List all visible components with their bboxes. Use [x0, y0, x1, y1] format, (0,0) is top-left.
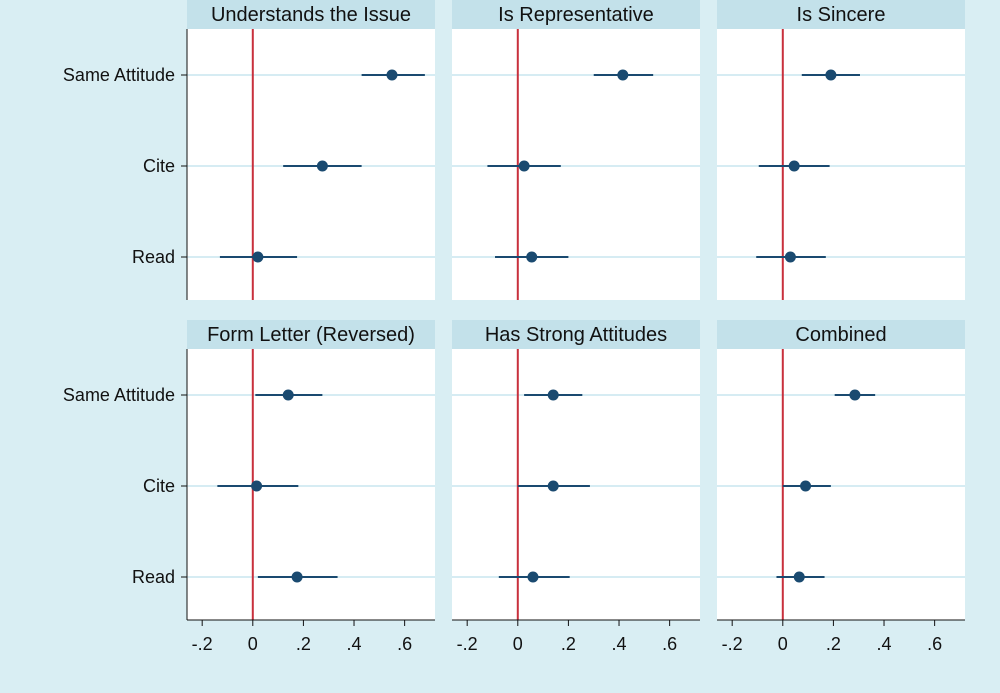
panel-title: Understands the Issue	[211, 4, 411, 26]
x-tick-label: 0	[248, 634, 258, 654]
x-tick-label: .6	[927, 634, 942, 654]
point-estimate	[251, 480, 263, 492]
point-estimate	[793, 571, 805, 583]
x-tick-label: -.2	[457, 634, 478, 654]
y-tick-label: Read	[132, 247, 175, 267]
point-estimate	[526, 251, 538, 263]
x-tick-label: .4	[347, 634, 362, 654]
point-estimate	[784, 251, 796, 263]
x-tick-label: .6	[662, 634, 677, 654]
x-tick-label: .2	[296, 634, 311, 654]
panel-title-strip	[452, 320, 700, 349]
point-estimate	[617, 69, 629, 81]
panel-title: Has Strong Attitudes	[485, 324, 667, 346]
x-axis: -.2 0 .2 .4 .6 -.2 0 .2 .4 .6 -.2 0 .2 .4 .6	[187, 619, 965, 654]
x-tick-label: .6	[397, 634, 412, 654]
point-estimate	[788, 160, 800, 172]
y-tick-label: Same Attitude	[63, 385, 175, 405]
x-tick-label: .2	[561, 634, 576, 654]
point-estimate	[291, 571, 303, 583]
point-estimate	[800, 480, 812, 492]
point-estimate	[527, 571, 539, 583]
panel-title: Combined	[795, 324, 886, 346]
y-tick-label: Same Attitude	[63, 65, 175, 85]
panel-title-strip	[452, 0, 700, 29]
panel-1: Understands the Issue	[187, 0, 435, 300]
point-estimate	[518, 160, 530, 172]
point-estimate	[825, 69, 837, 81]
point-estimate	[316, 160, 328, 172]
point-estimate	[547, 480, 559, 492]
point-estimate	[252, 251, 264, 263]
plot-area	[717, 29, 965, 300]
panel-title-strip	[717, 320, 965, 349]
x-tick-label: 0	[778, 634, 788, 654]
panel-title-strip	[187, 320, 435, 349]
x-tick-label: .4	[877, 634, 892, 654]
panel-title-strip	[717, 0, 965, 29]
panel-4: Form Letter (Reversed)	[187, 320, 435, 620]
y-axis-labels: Same Attitude Cite Read Same Attitude Cite Re…	[63, 29, 188, 620]
point-estimate	[282, 389, 294, 401]
plot-area	[452, 349, 700, 620]
panel-title: Is Representative	[498, 4, 654, 26]
x-tick-label: 0	[513, 634, 523, 654]
panel-5: Has Strong Attitudes	[452, 320, 700, 620]
y-tick-label: Read	[132, 567, 175, 587]
plot-area	[187, 349, 435, 620]
x-tick-label: -.2	[722, 634, 743, 654]
plot-area	[187, 29, 435, 300]
panel-title-strip	[187, 0, 435, 29]
point-estimate	[547, 389, 559, 401]
panel-title: Is Sincere	[797, 4, 886, 26]
plot-area	[717, 349, 965, 620]
x-tick-label: -.2	[192, 634, 213, 654]
y-tick-label: Cite	[143, 476, 175, 496]
panel-6: Combined	[717, 320, 965, 620]
panel-2: Is Representative	[452, 0, 700, 300]
x-tick-label: .2	[826, 634, 841, 654]
x-tick-label: .4	[612, 634, 627, 654]
panels: Understands the Issue Is Representative Is…	[187, 0, 965, 620]
point-estimate	[386, 69, 398, 81]
plot-area	[452, 29, 700, 300]
panel-3: Is Sincere	[717, 0, 965, 300]
point-estimate	[849, 389, 861, 401]
panel-title: Form Letter (Reversed)	[207, 324, 415, 346]
y-tick-label: Cite	[143, 156, 175, 176]
